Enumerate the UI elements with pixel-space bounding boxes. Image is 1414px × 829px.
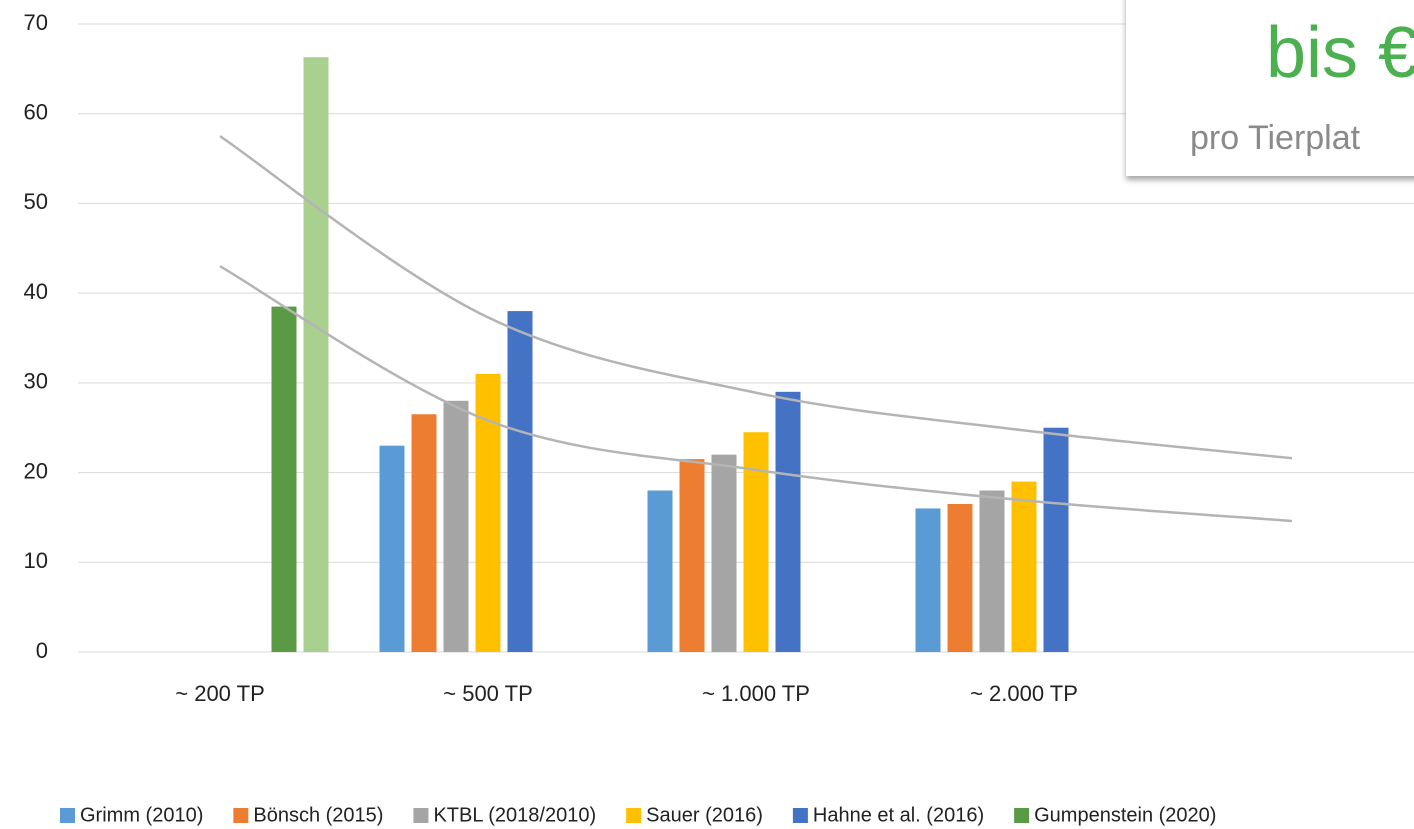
callout-subtitle: pro Tierplat	[1190, 119, 1361, 157]
y-tick-label: 60	[24, 100, 48, 125]
legend-swatch	[60, 808, 75, 823]
bar	[303, 57, 329, 653]
legend-swatch	[792, 808, 808, 823]
x-tick-label: ~ 1.000 TP	[702, 681, 810, 706]
trendline	[219, 135, 1293, 460]
x-tick-label: ~ 200 TP	[175, 681, 265, 706]
legend-label: Grimm (2010)	[80, 804, 203, 826]
bar	[647, 490, 673, 652]
legend-label: Sauer (2016)	[646, 804, 763, 826]
bar	[775, 391, 801, 652]
bar	[947, 503, 973, 652]
bar	[1011, 481, 1037, 652]
trendline	[219, 265, 1293, 523]
legend-swatch	[413, 808, 429, 823]
bar	[979, 490, 1005, 652]
x-tick-label: ~ 2.000 TP	[970, 681, 1078, 706]
y-tick-label: 10	[24, 548, 48, 573]
bar	[679, 459, 705, 652]
y-tick-label: 40	[24, 279, 48, 304]
callout-title: bis €	[1266, 13, 1414, 93]
bar	[507, 311, 533, 652]
bar	[271, 306, 297, 652]
legend-label: Hahne et al. (2016)	[813, 804, 984, 826]
bar	[411, 414, 437, 652]
bar	[743, 432, 769, 652]
legend-swatch	[233, 808, 249, 823]
callout: bis € pro Tierplat	[1126, 0, 1414, 176]
y-tick-label: 0	[36, 638, 48, 663]
bar	[443, 400, 469, 652]
y-tick-label: 30	[24, 369, 48, 394]
bar	[915, 508, 941, 652]
legend-swatch	[1014, 808, 1030, 823]
bar	[475, 373, 501, 652]
callout-box	[1126, 0, 1414, 176]
y-tick-label: 20	[24, 458, 48, 483]
legend-swatch	[626, 808, 642, 823]
bar	[379, 445, 405, 652]
legend-label: Bönsch (2015)	[253, 804, 383, 826]
y-tick-label: 70	[24, 10, 48, 35]
bar	[711, 454, 737, 652]
legend-label: KTBL (2018/2010)	[433, 804, 596, 826]
bar	[1043, 427, 1069, 652]
legend-label: Gumpenstein (2020)	[1034, 804, 1216, 826]
y-tick-label: 50	[24, 189, 48, 214]
x-tick-label: ~ 500 TP	[443, 681, 533, 706]
